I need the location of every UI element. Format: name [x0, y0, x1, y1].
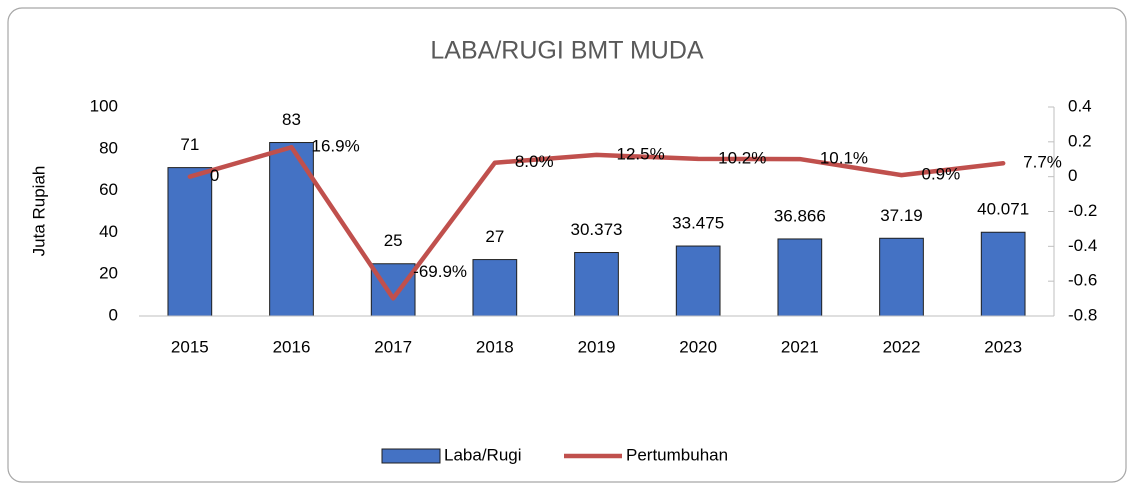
bar [167, 167, 213, 317]
x-tick-label: 2015 [171, 337, 209, 356]
line-value-label: 8.0% [515, 152, 554, 171]
y2-tick-label: -0.2 [1068, 201, 1097, 220]
bar [879, 237, 924, 317]
y2-tick-label: 0 [1068, 166, 1077, 185]
line-series [187, 144, 1006, 301]
bar [980, 231, 1026, 317]
legend-swatch [381, 448, 441, 464]
bar-value-label: 33.475 [672, 214, 724, 233]
line-value-label: 7.7% [1023, 153, 1062, 172]
bar-value-label: 83 [282, 110, 301, 129]
y2-tick-label: 0.4 [1068, 96, 1092, 115]
bar-value-label: 30.373 [571, 220, 623, 239]
bar [574, 252, 619, 317]
legend-label: Pertumbuhan [626, 445, 728, 464]
x-tick-label: 2020 [679, 337, 717, 356]
y2-tick-label: -0.4 [1068, 236, 1097, 255]
y-tick-label: 80 [99, 138, 118, 157]
x-tick-label: 2016 [273, 337, 311, 356]
y2-tick-label: -0.8 [1068, 305, 1097, 324]
y2-tick-label: 0.2 [1068, 131, 1092, 150]
x-tick-label: 2019 [578, 337, 616, 356]
bar-value-label: 37.19 [880, 206, 923, 225]
y-tick-label: 40 [99, 222, 118, 241]
y-tick-label: 60 [99, 180, 118, 199]
y-tick-label: 0 [109, 305, 118, 324]
bar-value-label: 36.866 [774, 206, 826, 225]
x-tick-label: 2022 [883, 337, 921, 356]
bar [472, 259, 518, 317]
y2-tick-label: -0.6 [1068, 271, 1097, 290]
legend-label: Laba/Rugi [444, 445, 522, 464]
line-value-label: 10.1% [820, 149, 868, 168]
bar [675, 245, 721, 317]
bar-value-label: 27 [485, 227, 504, 246]
x-tick-label: 2021 [781, 337, 819, 356]
line-value-label: 12.5% [617, 144, 665, 163]
bar [370, 263, 416, 317]
x-tick-label: 2023 [984, 337, 1022, 356]
bar-value-label: 25 [384, 231, 403, 250]
y-axis-label: Juta Rupiah [29, 166, 48, 257]
line-value-label: -69.9% [413, 262, 467, 281]
x-tick-label: 2018 [476, 337, 514, 356]
chart-title: LABA/RUGI BMT MUDA [430, 37, 704, 65]
y-tick-label: 20 [99, 264, 118, 283]
line-value-label: 16.9% [312, 137, 360, 156]
line-value-label: 0.9% [922, 165, 961, 184]
line-value-label: 0 [210, 166, 219, 185]
bar-value-label: 71 [180, 135, 199, 154]
x-tick-label: 2017 [374, 337, 412, 356]
bar-value-label: 40.071 [977, 200, 1029, 219]
line-value-label: 10.2% [718, 148, 766, 167]
y-tick-label: 100 [90, 96, 118, 115]
bar [777, 238, 823, 317]
chart-border [7, 7, 1127, 483]
